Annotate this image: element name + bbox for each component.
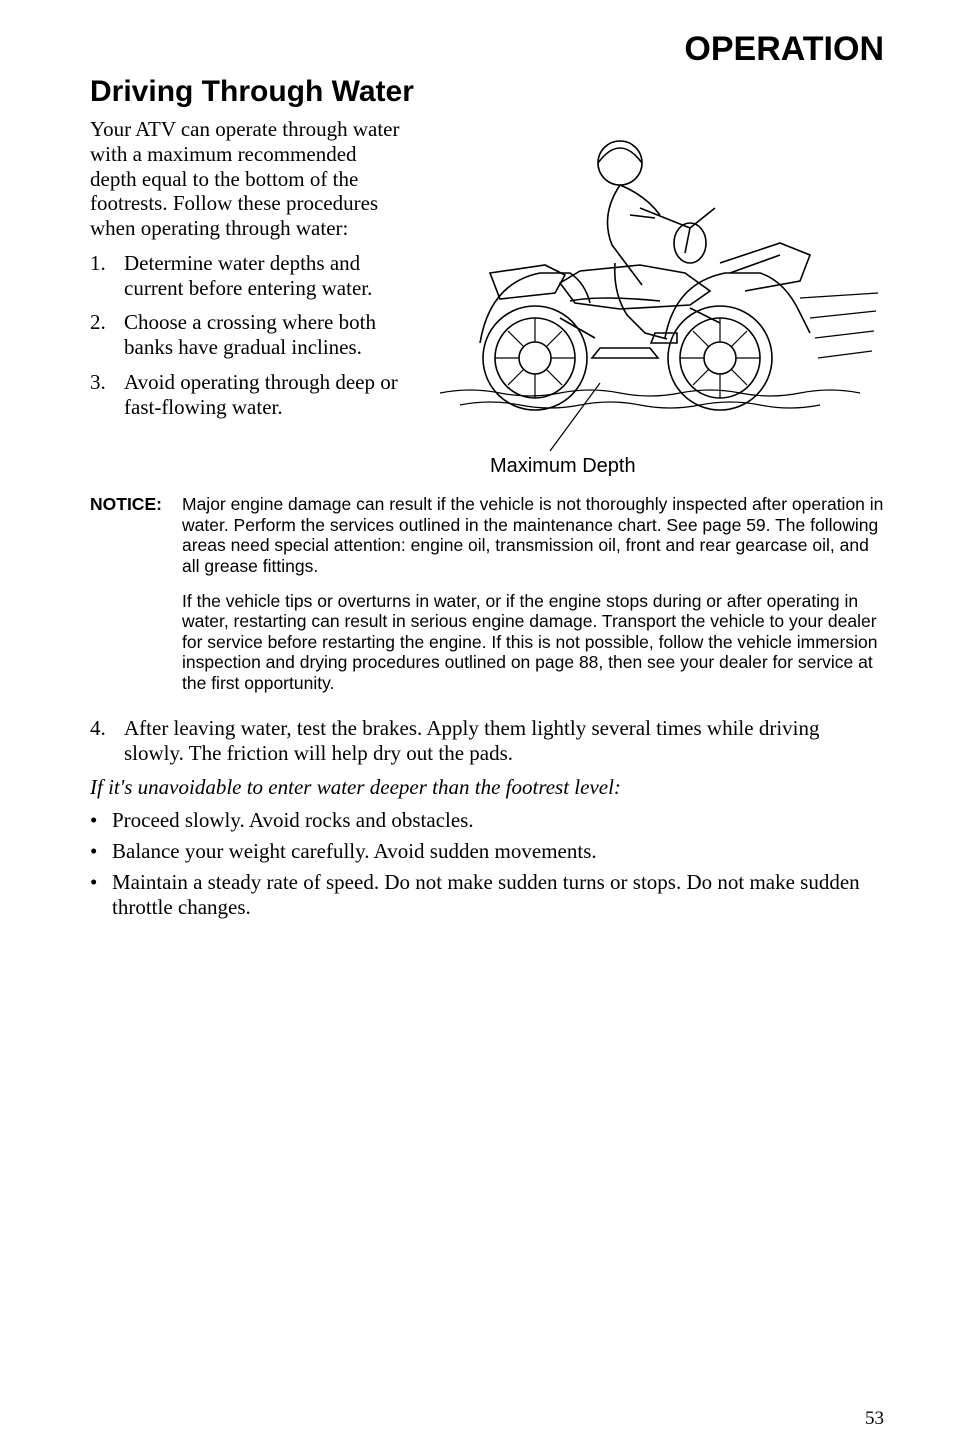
notice-paragraph: If the vehicle tips or overturns in wate… [182, 591, 884, 694]
page-header: OPERATION [90, 30, 884, 69]
figure-caption: Maximum Depth [490, 455, 884, 478]
bullet-dot: • [90, 870, 112, 920]
step-text: Avoid operating through deep or fast-flo… [124, 370, 400, 420]
notice-block: NOTICE: Major engine damage can result i… [90, 494, 884, 708]
bullet-item: • Proceed slowly. Avoid rocks and obstac… [90, 808, 884, 833]
notice-paragraph: Major engine damage can result if the ve… [182, 494, 884, 577]
bullet-list: • Proceed slowly. Avoid rocks and obstac… [90, 808, 884, 919]
steps-list: 1. Determine water depths and current be… [90, 251, 400, 420]
step-item: 2. Choose a crossing where both banks ha… [90, 310, 400, 360]
bullet-dot: • [90, 808, 112, 833]
section-title: Driving Through Water [90, 75, 884, 109]
step-text: Determine water depths and current befor… [124, 251, 400, 301]
notice-text: Major engine damage can result if the ve… [182, 494, 884, 708]
page-number: 53 [865, 1408, 884, 1430]
bullet-text: Balance your weight carefully. Avoid sud… [112, 839, 884, 864]
two-column-layout: Your ATV can operate through water with … [90, 117, 884, 478]
bullet-text: Proceed slowly. Avoid rocks and obstacle… [112, 808, 884, 833]
step-number: 3. [90, 370, 124, 420]
italic-conditional: If it's unavoidable to enter water deepe… [90, 775, 884, 800]
left-column: Your ATV can operate through water with … [90, 117, 400, 429]
step-text: After leaving water, test the brakes. Ap… [124, 716, 884, 766]
step-number: 1. [90, 251, 124, 301]
step-text: Choose a crossing where both banks have … [124, 310, 400, 360]
step-item: 4. After leaving water, test the brakes.… [90, 716, 884, 766]
bullet-text: Maintain a steady rate of speed. Do not … [112, 870, 884, 920]
notice-label: NOTICE: [90, 494, 182, 708]
bullet-dot: • [90, 839, 112, 864]
right-column: Maximum Depth [420, 117, 884, 478]
atv-figure [420, 123, 880, 453]
atv-illustration [420, 123, 880, 453]
bullet-item: • Maintain a steady rate of speed. Do no… [90, 870, 884, 920]
intro-paragraph: Your ATV can operate through water with … [90, 117, 400, 241]
step-item: 1. Determine water depths and current be… [90, 251, 400, 301]
bullet-item: • Balance your weight carefully. Avoid s… [90, 839, 884, 864]
step-item: 3. Avoid operating through deep or fast-… [90, 370, 400, 420]
step-number: 2. [90, 310, 124, 360]
step-number: 4. [90, 716, 124, 766]
steps-continued: 4. After leaving water, test the brakes.… [90, 716, 884, 766]
